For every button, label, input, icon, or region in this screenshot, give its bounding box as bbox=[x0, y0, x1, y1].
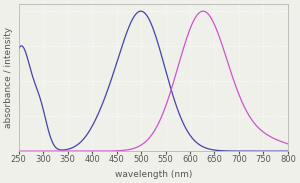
X-axis label: wavelength (nm): wavelength (nm) bbox=[115, 170, 192, 179]
Y-axis label: absorbance / intensity: absorbance / intensity bbox=[4, 27, 13, 128]
